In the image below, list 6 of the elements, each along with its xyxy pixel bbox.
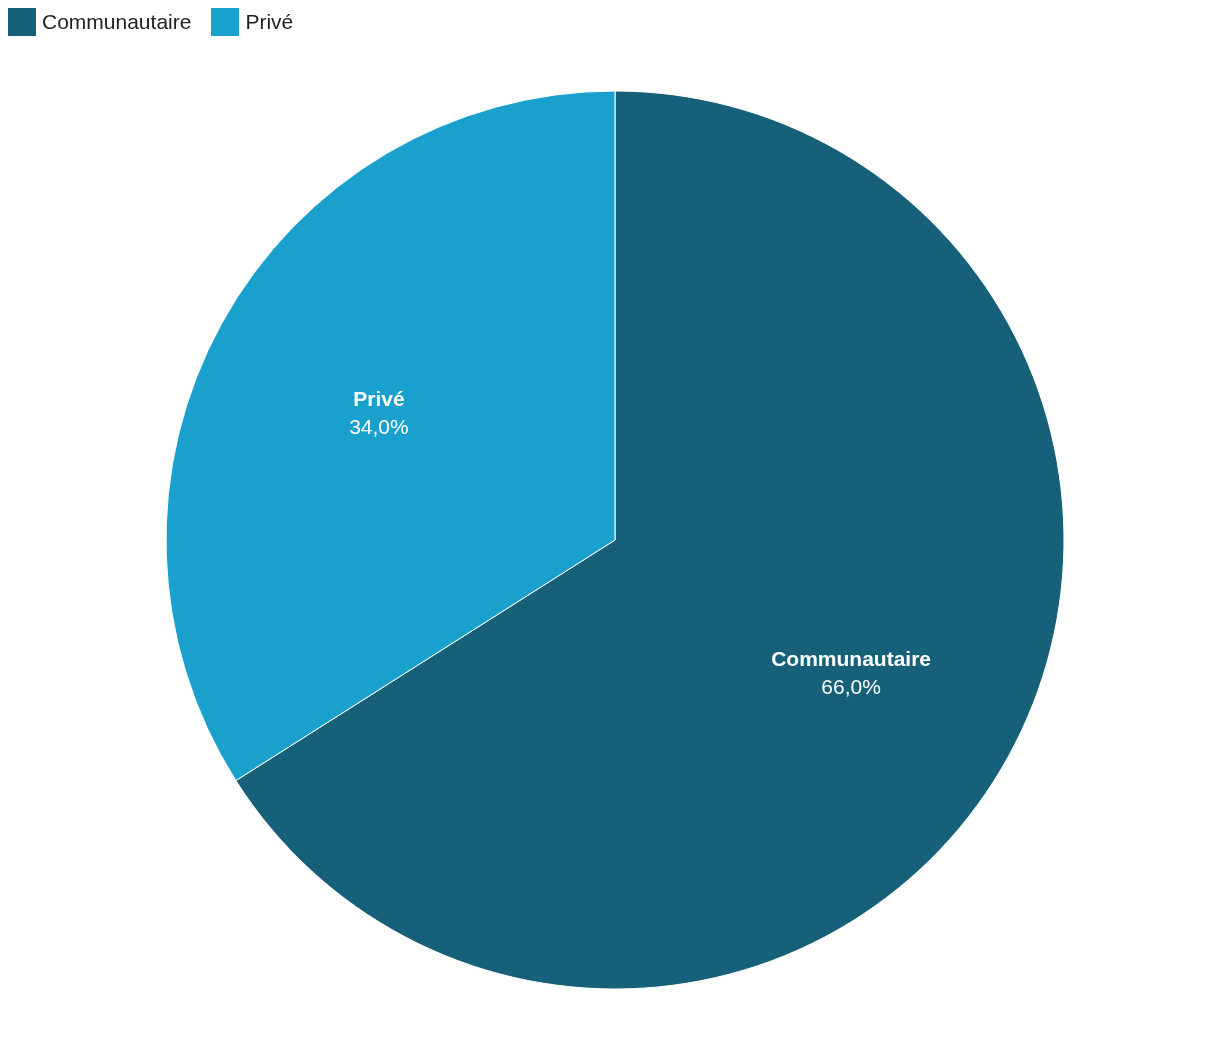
- legend-label: Privé: [245, 10, 294, 34]
- data-label: 34,0%: [349, 415, 409, 439]
- data-label: 66,0%: [821, 674, 881, 698]
- slice-label: Privé: [353, 387, 405, 411]
- slice-label: Communautaire: [771, 646, 932, 670]
- legend-label: Communautaire: [42, 10, 192, 34]
